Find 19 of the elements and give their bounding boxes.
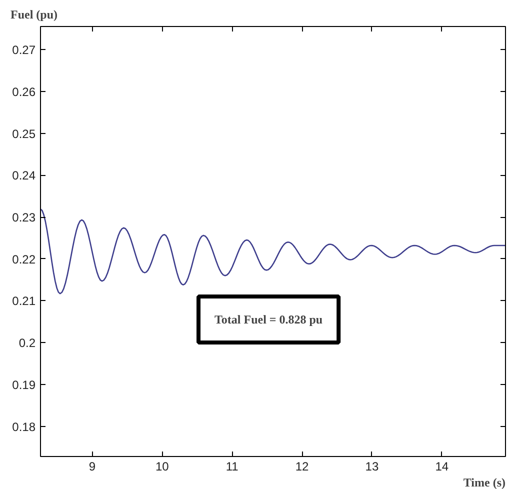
y-tick-label: 0.18 (12, 420, 36, 434)
annotation: Total Fuel = 0.828 pu (214, 312, 323, 326)
y-tick-label: 0.25 (12, 126, 36, 141)
x-tick-label: 13 (365, 460, 379, 474)
x-tick-label: 9 (88, 460, 96, 474)
y-axis-title: Fuel (pu) (10, 8, 58, 22)
x-axis-title: Time (s) (463, 476, 506, 489)
y-tick-label: 0.26 (12, 84, 36, 99)
y-tick-label: 0.23 (12, 210, 36, 225)
y-tick-label: 0.24 (12, 168, 36, 183)
y-tick-label: 0.2 (18, 336, 36, 350)
y-tick-label: 0.21 (12, 294, 36, 308)
x-tick-label: 11 (226, 460, 239, 474)
y-tick-label: 0.22 (12, 252, 36, 266)
y-tick-label: 0.27 (12, 43, 36, 58)
x-tick-label: 14 (435, 460, 449, 474)
x-tick-label: 10 (155, 460, 170, 474)
y-tick-label: 0.19 (12, 378, 36, 392)
x-tick-label: 12 (295, 460, 310, 474)
